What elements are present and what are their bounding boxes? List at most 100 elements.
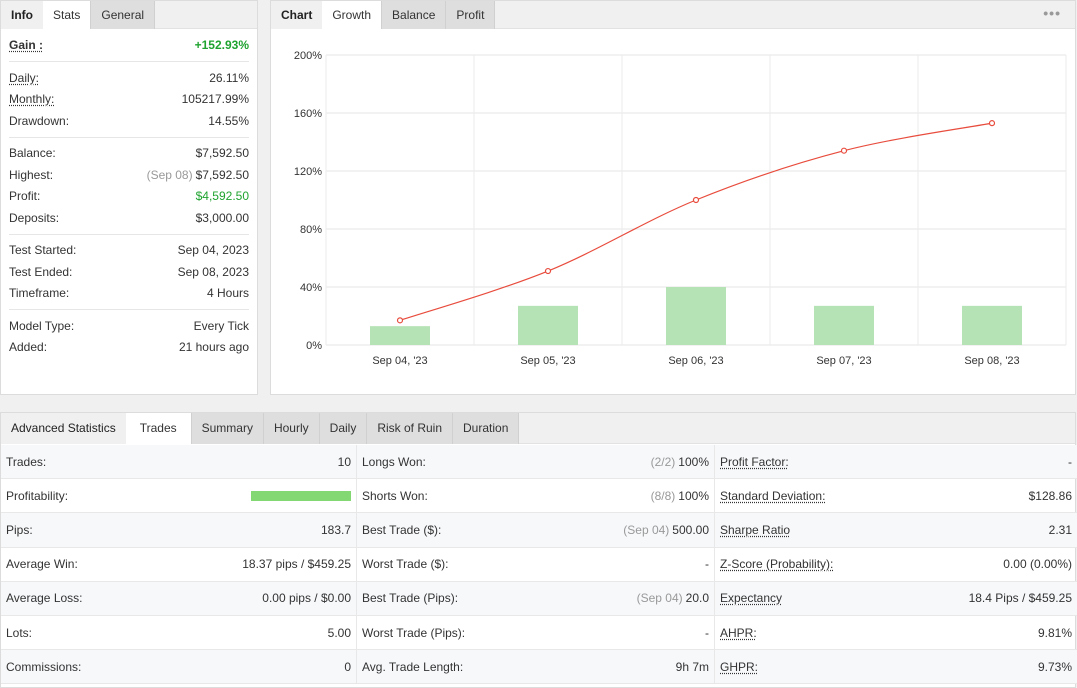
stat-label: Worst Trade ($):: [362, 557, 449, 572]
stat-label[interactable]: Expectancy: [720, 591, 783, 606]
stat-cell: Sharpe Ratio 2.31: [715, 513, 1077, 546]
profit-row: Profit: $4,592.50: [9, 186, 249, 208]
tab-chart[interactable]: Chart: [271, 1, 323, 29]
stat-value: 0.00 (0.00%): [1003, 557, 1072, 572]
stat-cell: Lots: 5.00: [1, 615, 357, 650]
chart-panel: Chart Growth Balance Profit ••• 0% 40% 80%…: [270, 0, 1076, 395]
gain-label[interactable]: Gain :: [9, 38, 44, 52]
stat-label: Trades:: [6, 454, 47, 469]
more-dots-icon[interactable]: •••: [1043, 5, 1061, 21]
stat-value-wrap: 18.4 Pips / $459.25: [969, 591, 1072, 605]
stat-value-wrap: 10: [338, 455, 351, 469]
stat-cell: GHPR: 9.73%: [715, 650, 1077, 683]
stat-label[interactable]: Sharpe Ratio: [720, 522, 791, 537]
y-tick-label: 160%: [294, 108, 322, 120]
tab-stats[interactable]: Stats: [43, 1, 92, 29]
table-row: Commissions: 0 Avg. Trade Length: 9h 7m GHPR…: [1, 650, 1077, 685]
stat-value: 18.4 Pips / $459.25: [968, 591, 1072, 606]
timeframe-value: 4 Hours: [206, 286, 249, 301]
stat-value: 0: [344, 659, 351, 674]
tab-profit[interactable]: Profit: [446, 1, 496, 29]
tab-risk-of-ruin[interactable]: Risk of Ruin: [367, 413, 454, 444]
stat-cell: Best Trade (Pips): (Sep 04) 20.0: [357, 581, 715, 615]
stat-value: 0.00 pips / $0.00: [262, 591, 351, 606]
added-row: Added: 21 hours ago: [9, 337, 249, 359]
y-tick-label: 40%: [300, 282, 322, 294]
stat-label: Worst Trade (Pips):: [362, 625, 466, 640]
test-ended-value: Sep 08, 2023: [177, 264, 249, 279]
stat-cell: Pips: 183.7: [1, 513, 357, 547]
test-started-row: Test Started: Sep 04, 2023: [9, 240, 249, 262]
x-tick-label: Sep 06, '23: [668, 355, 723, 367]
balance-value: $7,592.50: [195, 146, 249, 161]
stat-value: 183.7: [320, 522, 351, 537]
stat-note: (8/8): [650, 488, 676, 503]
stat-cell: Best Trade ($): (Sep 04) 500.00: [357, 513, 715, 547]
bar: [370, 326, 430, 345]
tab-hourly[interactable]: Hourly: [263, 413, 320, 444]
stat-value-wrap: (8/8) 100%: [651, 489, 709, 503]
stat-label[interactable]: Z-Score (Probability):: [720, 557, 834, 572]
stat-cell: Z-Score (Probability): 0.00 (0.00%): [715, 548, 1077, 581]
tab-balance[interactable]: Balance: [382, 1, 447, 29]
tab-trades[interactable]: Trades: [125, 413, 192, 444]
stat-label[interactable]: Standard Deviation:: [720, 488, 826, 503]
stat-label: Shorts Won:: [362, 488, 428, 503]
stat-cell: Commissions: 0: [1, 650, 357, 684]
tab-general[interactable]: General: [91, 1, 156, 29]
tab-daily[interactable]: Daily: [319, 413, 368, 444]
tab-summary[interactable]: Summary: [191, 413, 264, 444]
profit-value: $4,592.50: [195, 189, 249, 204]
stat-label: Longs Won:: [362, 454, 426, 469]
test-started-label: Test Started:: [9, 243, 77, 258]
tab-advanced-statistics[interactable]: Advanced Statistics: [1, 413, 126, 444]
table-row: Average Win: 18.37 pips / $459.25 Worst Tr…: [1, 547, 1077, 582]
stat-value-wrap: (Sep 04) 500.00: [623, 523, 709, 537]
stat-value-wrap: $128.86: [1029, 489, 1072, 503]
stat-cell: Worst Trade (Pips): -: [357, 615, 715, 650]
stat-value-wrap: (2/2) 100%: [651, 455, 709, 469]
stat-value-wrap: 9h 7m: [676, 660, 709, 674]
stat-value: 100%: [678, 488, 709, 503]
bar: [814, 305, 874, 345]
stat-value-wrap: 18.37 pips / $459.25: [242, 557, 351, 571]
advanced-tabbar: Advanced Statistics Trades Summary Hourl…: [1, 413, 1075, 444]
stat-value: $128.86: [1028, 488, 1072, 503]
stat-value: 500.00: [672, 522, 709, 537]
stat-label[interactable]: AHPR:: [720, 625, 757, 640]
stat-value: 9.81%: [1037, 625, 1072, 640]
stat-label: Lots:: [6, 625, 33, 640]
drawdown-value: 14.55%: [208, 113, 249, 128]
profit-label: Profit:: [9, 189, 41, 204]
daily-label[interactable]: Daily:: [9, 70, 40, 85]
monthly-label[interactable]: Monthly:: [9, 92, 55, 107]
y-tick-label: 120%: [294, 166, 322, 178]
stat-value: 10: [337, 454, 351, 469]
stat-value: 9.73%: [1037, 659, 1072, 674]
stat-label: Pips:: [6, 522, 33, 537]
stat-value-wrap: 183.7: [321, 523, 351, 537]
stat-label: Profitability:: [6, 488, 69, 503]
stat-cell: Profitability:: [1, 479, 357, 513]
info-panel: Info Stats General Gain : +152.93% Daily…: [0, 0, 258, 395]
growth-point: [988, 120, 996, 127]
stat-note: (2/2): [650, 454, 676, 469]
tab-duration[interactable]: Duration: [453, 413, 520, 444]
highest-row: Highest: (Sep 08) $7,592.50: [9, 164, 249, 186]
stat-label[interactable]: GHPR:: [720, 659, 759, 674]
stat-cell: Trades: 10: [1, 445, 357, 479]
trades-stats-grid: Trades: 10 Longs Won: (2/2) 100% Profit Facto…: [1, 445, 1077, 685]
stat-value-wrap: 2.31: [1049, 523, 1072, 537]
stat-value: 5.00: [327, 625, 351, 640]
highest-value: $7,592.50: [195, 167, 249, 182]
model-type-row: Model Type: Every Tick: [9, 315, 249, 337]
stat-label: Commissions:: [6, 659, 82, 674]
stat-label: Avg. Trade Length:: [362, 659, 464, 674]
monthly-row: Monthly: 105217.99%: [9, 89, 249, 111]
bar: [962, 305, 1022, 345]
tab-info[interactable]: Info: [1, 1, 43, 29]
stat-value: 18.37 pips / $459.25: [242, 557, 351, 572]
table-row: Lots: 5.00 Worst Trade (Pips): - AHPR: 9.81%: [1, 615, 1077, 651]
tab-growth[interactable]: Growth: [322, 1, 383, 29]
stat-label[interactable]: Profit Factor:: [720, 454, 789, 469]
